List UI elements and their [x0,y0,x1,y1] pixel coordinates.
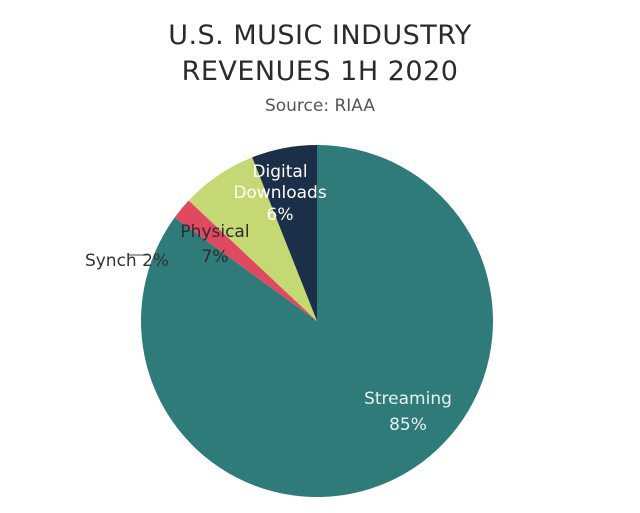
chart-title-line-2: REVENUES 1H 2020 [181,56,459,87]
label-streaming-name: Streaming [364,389,452,409]
label-synch: Synch 2% [85,251,169,271]
chart-title-line-1: U.S. MUSIC INDUSTRY [168,20,472,51]
pie-slice-digital-downloads [252,145,317,321]
label-digital-downloads-name-1: Digital [252,162,307,182]
label-physical-value: 7% [202,247,229,267]
label-digital-downloads-name-2: Downloads [233,183,327,203]
label-physical-name: Physical [180,222,249,242]
chart-subtitle: Source: RIAA [264,96,376,116]
label-streaming-value: 85% [389,415,427,435]
pie-slice-synch [174,200,317,321]
pie-slice-physical [188,157,317,321]
label-digital-downloads-value: 6% [267,205,294,225]
